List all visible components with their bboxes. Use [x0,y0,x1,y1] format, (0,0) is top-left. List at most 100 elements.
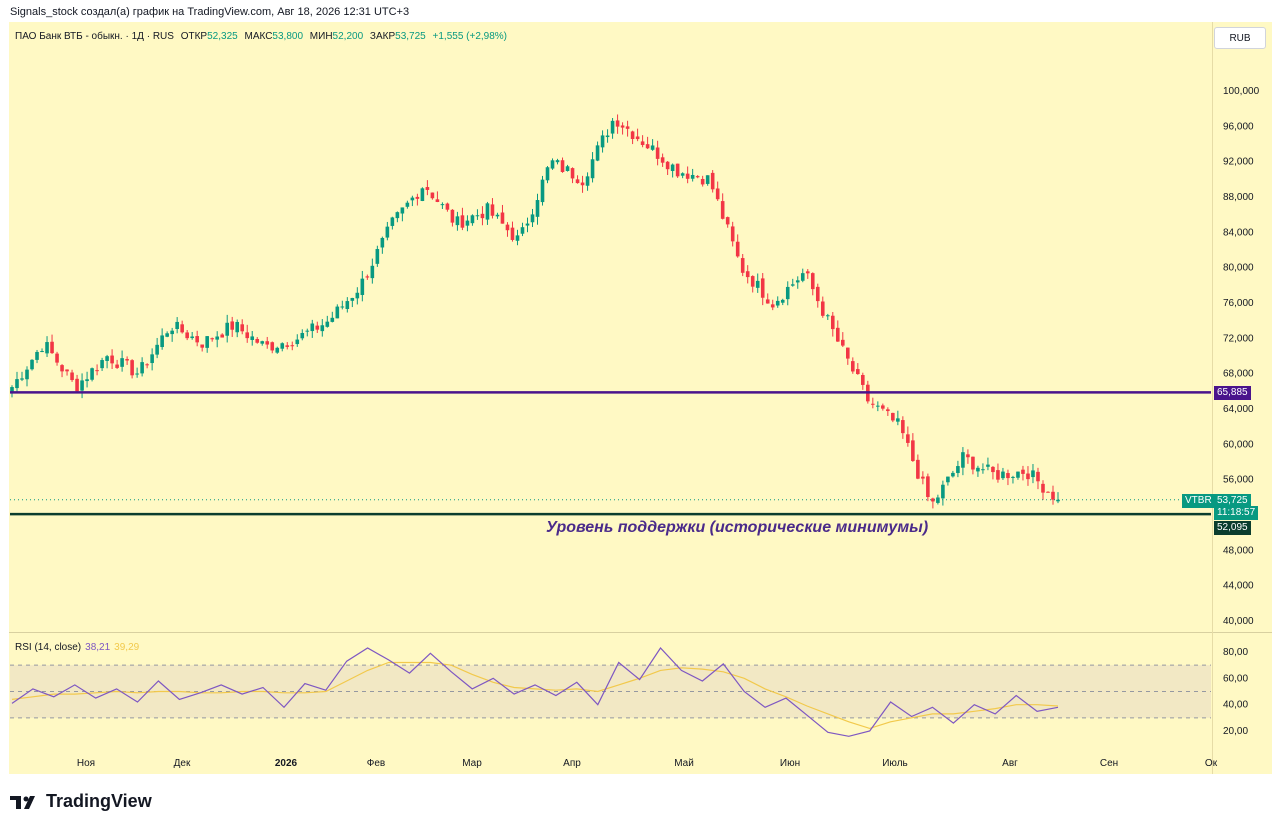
candle-body [695,176,700,178]
candle-body [941,484,945,499]
candle-body [255,338,260,343]
candle-body [140,362,144,374]
candle-body [871,403,875,405]
candle-body [685,173,690,179]
candle-body [230,321,235,330]
time-axis[interactable]: Ноя Дек 2026 Фев Мар Апр Май Июн Июль Авг Сен Ок [77,758,1218,769]
price-tick-label: 92,000 [1223,157,1254,168]
candle-body [120,358,124,367]
candle-body [465,220,470,226]
candle-body [620,125,625,128]
candle-body [185,332,189,339]
candle-body [410,197,415,201]
rsi-legend: RSI (14, close) 38,21 39,29 [15,642,139,653]
price-axis[interactable]: 40,00044,00048,00052,00056,00060,00064,0… [1223,86,1260,627]
price-tick-label: 44,000 [1223,581,1254,592]
candle-body [315,325,320,330]
currency-button[interactable]: RUB [1214,27,1266,49]
candle-body [810,273,815,290]
candle-body [735,241,740,257]
candle-body [615,120,620,127]
candle-body [505,224,510,231]
rsi-tick-label: 60,00 [1223,673,1248,684]
candle-body [250,336,255,341]
rsi-tick-label: 20,00 [1223,726,1248,737]
candle-body [645,144,650,149]
time-tick-label: Сен [1100,758,1118,769]
price-tick-label: 68,000 [1223,369,1254,380]
candle-body [770,304,775,308]
candle-body [805,271,810,274]
candle-body [845,347,850,359]
candle-body [901,420,905,434]
candle-body [830,315,835,330]
time-tick-label: Авг [1002,758,1018,769]
candle-body [80,380,84,391]
price-tick-label: 72,000 [1223,333,1254,344]
candle-body [210,338,214,340]
candle-body [110,355,114,364]
candle-body [370,265,375,279]
candle-body [365,276,370,278]
candle-body [345,301,350,309]
candle-body [220,334,225,338]
candle-body [420,188,425,201]
candle-body [180,324,184,333]
candle-body [981,469,985,471]
candle-body [700,178,705,185]
candle-body [785,286,790,300]
open-value: 52,325 [207,31,238,42]
candle-body [190,336,194,339]
candle-body [10,387,14,392]
candle-body [725,217,730,225]
candle-body [15,379,19,389]
candle-body [1011,476,1015,478]
tradingview-logo[interactable]: TradingView [10,791,152,812]
candle-body [765,299,770,304]
candle-body [290,345,295,347]
candle-body [710,172,715,190]
candle-body [470,215,475,224]
candle-body [440,204,445,206]
candle-body [330,317,335,322]
candle-body [755,280,760,288]
candle-body [310,323,315,332]
time-tick-label: 2026 [275,758,298,769]
low-value: 52,200 [332,31,364,42]
candle-body [460,215,465,228]
candle-body [896,418,900,422]
candle-body [95,370,99,372]
low-label: МИН [309,31,333,42]
close-value: 53,725 [395,31,426,42]
horizontal-levels[interactable] [10,391,1211,516]
candle-body [125,359,129,361]
candle-body [70,372,74,381]
candle-body [530,214,535,223]
candle-body [75,378,79,392]
candle-body [100,360,104,369]
candle-body [760,278,765,298]
candle-body [650,145,655,150]
candle-body [595,145,600,161]
candle-body [245,332,250,339]
time-tick-label: Ок [1205,758,1218,769]
candle-body [355,292,360,299]
candle-body [200,344,204,348]
price-tick-label: 76,000 [1223,298,1254,309]
candlestick-series [10,114,1060,509]
candle-body [515,235,520,241]
time-tick-label: Ноя [77,758,95,769]
candle-body [215,336,219,340]
candle-body [570,168,575,179]
candle-body [160,335,164,348]
candle-body [675,163,680,177]
candle-body [906,434,910,443]
resistance-price-tag: 65,885 [1214,386,1251,400]
time-tick-label: Дек [174,758,191,769]
high-label: МАКС [244,31,273,42]
pane-separator[interactable] [9,632,1272,633]
symbol-legend: ПАО Банк ВТБ - обыкн. · 1Д · RUS ОТКР52,… [15,31,507,42]
change-value: +1,555 (+2,98%) [432,31,508,42]
candle-body [856,369,860,375]
